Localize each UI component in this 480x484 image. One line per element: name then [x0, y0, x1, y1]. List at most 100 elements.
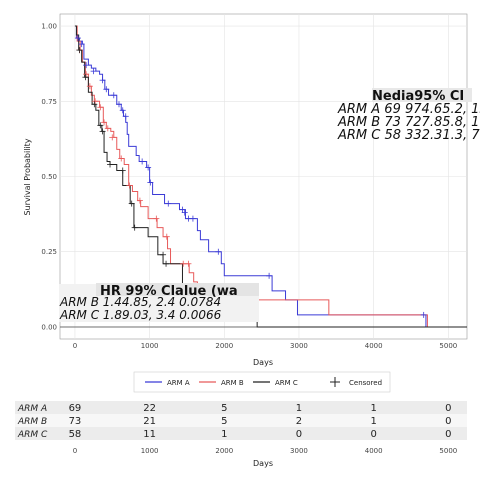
- censor-mark: [99, 128, 106, 135]
- censor-mark: [122, 113, 129, 120]
- censor-mark: [136, 197, 143, 204]
- hr-table-row-c: ARM C 1.89.03, 3.4 0.0066: [59, 308, 222, 322]
- censor-mark: [126, 182, 133, 189]
- censor-mark: [97, 122, 104, 129]
- risk-value: 73: [69, 416, 82, 427]
- censor-mark: [91, 101, 98, 108]
- median-table-header-bg: [372, 88, 472, 102]
- risk-value: 58: [69, 429, 82, 440]
- y-axis-label: Survival Probability: [23, 138, 32, 215]
- censor-mark: [82, 74, 89, 81]
- risk-x-tick-label: 2000: [215, 447, 233, 455]
- censor-mark: [189, 215, 196, 222]
- risk-value: 0: [445, 416, 451, 427]
- y-tick-label: 0.25: [41, 248, 57, 256]
- median-table-row-c: ARM C 58 332.31.3, 792: [337, 128, 480, 143]
- risk-table: ARM A ARM B ARM C 69 22 5 1 1 073 21 5 2 1 058 11 1 0…: [15, 401, 467, 468]
- risk-value: 0: [445, 429, 451, 440]
- risk-x-tick-labels: 0 1000 2000 3000 4000 5000: [73, 447, 458, 455]
- y-tick-label: 0.50: [41, 173, 57, 181]
- risk-value: 11: [143, 429, 156, 440]
- censor-mark: [109, 134, 116, 141]
- censor-mark: [181, 209, 188, 216]
- curve-arm-a: [74, 25, 467, 328]
- hr-table-header: HR 99% Clalue (wa: [100, 284, 238, 299]
- censor-marks: [74, 35, 427, 318]
- censor-mark: [165, 200, 172, 207]
- curve-arm-c: [74, 25, 467, 328]
- y-tick-label: 0.00: [41, 323, 57, 331]
- risk-row-band-c: [15, 427, 467, 440]
- censor-mark: [78, 41, 85, 48]
- censor-mark: [76, 47, 83, 54]
- x-tick-label: 0: [73, 342, 77, 350]
- risk-value: 0: [445, 403, 451, 414]
- censor-mark: [420, 311, 427, 318]
- x-tick-label: 3000: [290, 342, 308, 350]
- censor-mark: [97, 104, 104, 111]
- censor-mark: [145, 164, 152, 171]
- censor-mark: [115, 101, 122, 108]
- censor-mark: [215, 248, 222, 255]
- risk-value: 69: [69, 403, 82, 414]
- risk-value: 0: [370, 429, 376, 440]
- risk-value: 1: [370, 403, 376, 414]
- x-tick-labels: 0 1000 2000 3000 4000 5000: [73, 342, 458, 350]
- x-tick-label: 1000: [141, 342, 159, 350]
- censor-mark: [74, 35, 81, 42]
- censor-mark: [110, 92, 117, 99]
- x-tick-label: 2000: [215, 342, 233, 350]
- x-tick-label: 5000: [439, 342, 457, 350]
- risk-x-tick-label: 0: [73, 447, 77, 455]
- risk-x-tick-label: 1000: [141, 447, 159, 455]
- x-tick-label: 4000: [365, 342, 383, 350]
- censor-mark: [83, 62, 90, 69]
- risk-value: 2: [296, 416, 302, 427]
- risk-x-tick-label: 3000: [290, 447, 308, 455]
- censor-mark: [128, 200, 135, 207]
- censor-mark: [92, 98, 99, 105]
- legend-label-censored: Censored: [349, 379, 382, 387]
- hr-table-header-bg: [96, 283, 259, 296]
- risk-value: 21: [143, 416, 156, 427]
- censor-mark: [185, 260, 192, 267]
- censor-mark: [119, 107, 126, 114]
- censor-mark: [139, 158, 146, 165]
- censor-mark: [163, 260, 170, 267]
- risk-value: 5: [221, 403, 227, 414]
- censor-mark: [83, 71, 90, 78]
- risk-value: 1: [296, 403, 302, 414]
- median-table: Nedia95% CI ARM A 69 974.65.2, 150 ARM B…: [337, 88, 480, 143]
- risk-row-label-c: ARM C: [17, 430, 48, 440]
- y-tick-label: 1.00: [41, 23, 57, 31]
- legend-label-arm-b: ARM B: [221, 379, 244, 387]
- censor-mark: [153, 215, 160, 222]
- risk-values: 69 22 5 1 1 073 21 5 2 1 058 11 1 0 0 0: [69, 403, 452, 440]
- risk-row-label-a: ARM A: [17, 404, 47, 414]
- hazard-ratio-table: HR 99% Clalue (wa ARM B 1.44.85, 2.4 0.0…: [59, 283, 259, 322]
- median-table-row-b: ARM B 73 727.85.8, 100: [337, 115, 480, 130]
- legend-label-arm-a: ARM A: [167, 379, 190, 387]
- risk-row-band-a: [15, 401, 467, 414]
- risk-value: 22: [143, 403, 156, 414]
- censor-mark: [179, 206, 186, 213]
- y-tick-labels: 0.00 0.25 0.50 0.75 1.00: [41, 23, 57, 332]
- censor-mark: [103, 86, 110, 93]
- risk-row-band-b: [15, 414, 467, 427]
- censor-mark: [147, 179, 154, 186]
- risk-x-tick-label: 4000: [365, 447, 383, 455]
- legend: ARM A ARM B ARM C Censored: [133, 371, 391, 393]
- risk-value: 1: [370, 416, 376, 427]
- y-tick-label: 0.75: [41, 98, 57, 106]
- censor-mark: [118, 155, 125, 162]
- risk-x-tick-label: 5000: [439, 447, 457, 455]
- censor-mark: [180, 260, 187, 267]
- legend-censor-icon: [330, 377, 340, 387]
- median-table-header: Nedia95% CI: [372, 89, 464, 104]
- censor-mark: [266, 272, 273, 279]
- median-table-row-a: ARM A 69 974.65.2, 150: [337, 102, 480, 117]
- censor-mark: [119, 167, 126, 174]
- risk-x-axis-label: Days: [253, 459, 273, 468]
- censor-mark: [104, 125, 111, 132]
